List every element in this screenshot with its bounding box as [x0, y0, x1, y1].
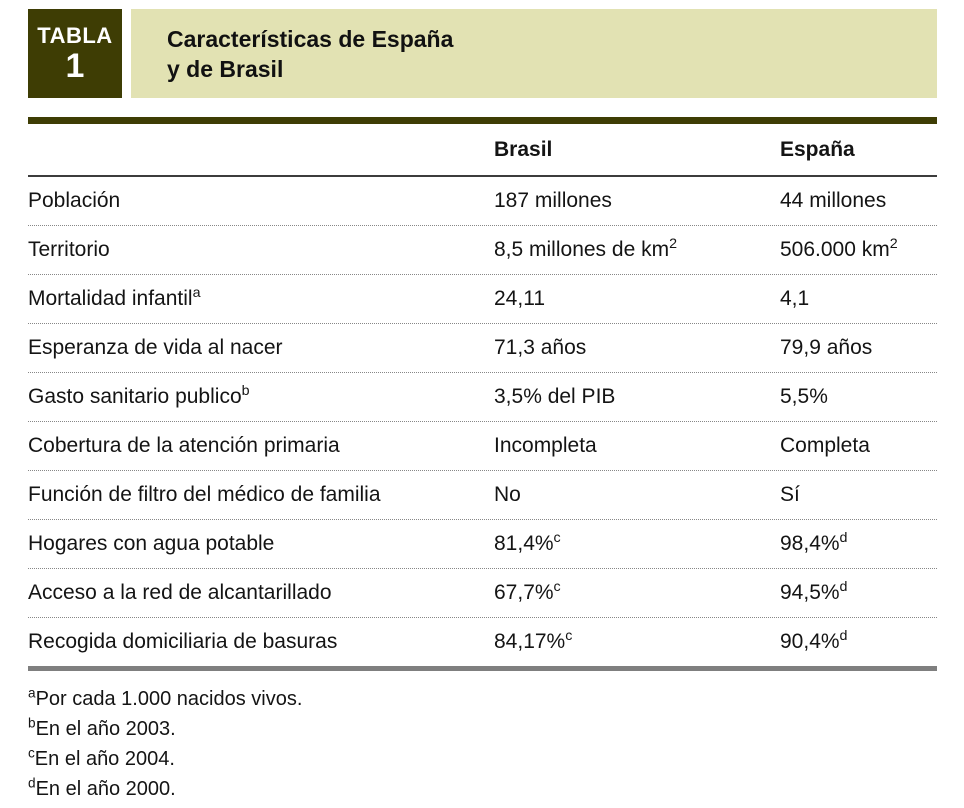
row-label: Cobertura de la atención primaria: [28, 434, 340, 457]
footnotes: aPor cada 1.000 nacidos vivos. bEn el añ…: [28, 684, 937, 804]
table-number: 1: [65, 46, 85, 85]
footnote-text: En el año 2004.: [34, 748, 175, 770]
table-row: Población 187 millones 44 millones: [28, 177, 937, 226]
footnote-marker: c: [28, 745, 35, 761]
table-bottom-rule: [28, 666, 937, 671]
brasil-value: 84,17%c: [494, 628, 573, 653]
brasil-superscript: c: [565, 628, 573, 644]
espana-value: Completa: [780, 434, 870, 457]
brasil-value: 24,11: [494, 287, 545, 310]
brasil-value: No: [494, 483, 521, 506]
brasil-value: Incompleta: [494, 434, 597, 457]
row-label: Hogares con agua potable: [28, 532, 275, 555]
row-label: Recogida domiciliaria de basuras: [28, 630, 338, 653]
footnote-text: En el año 2003.: [35, 718, 176, 740]
table-row: Esperanza de vida al nacer 71,3 años 79,…: [28, 324, 937, 373]
espana-value: 94,5%d: [780, 579, 848, 604]
row-label: Esperanza de vida al nacer: [28, 336, 283, 359]
brasil-value: 67,7%c: [494, 579, 561, 604]
espana-value: 5,5%: [780, 385, 828, 408]
table-row: Recogida domiciliaria de basuras 84,17%c…: [28, 618, 937, 666]
table-row: Territorio 8,5 millones de km2 506.000 k…: [28, 226, 937, 275]
footnote-text: Por cada 1.000 nacidos vivos.: [35, 688, 303, 710]
row-label: Gasto sanitario publicob: [28, 383, 250, 408]
footnote: bEn el año 2003.: [28, 714, 937, 744]
table-row: Cobertura de la atención primaria Incomp…: [28, 422, 937, 471]
column-header-espana: España: [780, 137, 855, 161]
table-row: Acceso a la red de alcantarillado 67,7%c…: [28, 569, 937, 618]
espana-value: 79,9 años: [780, 336, 873, 359]
footnote: aPor cada 1.000 nacidos vivos.: [28, 684, 937, 714]
table-column-headers: Brasil España: [28, 124, 937, 177]
espana-value: Sí: [780, 483, 800, 506]
table-header-band: TABLA 1 Características de España y de B…: [28, 9, 937, 98]
row-label: Territorio: [28, 238, 110, 261]
espana-superscript: d: [839, 628, 848, 644]
row-label: Población: [28, 189, 121, 212]
footnote-text: En el año 2000.: [35, 778, 176, 800]
footnote-marker: a: [28, 685, 36, 701]
row-label: Acceso a la red de alcantarillado: [28, 581, 332, 604]
brasil-value: 187 millones: [494, 189, 612, 212]
espana-superscript: d: [839, 579, 848, 595]
footnote-marker: d: [28, 775, 36, 791]
brasil-value: 71,3 años: [494, 336, 587, 359]
brasil-superscript: c: [553, 530, 561, 546]
table-title-band: Características de España y de Brasil: [131, 9, 937, 98]
row-label-superscript: b: [241, 383, 250, 399]
espana-value: 90,4%d: [780, 628, 848, 653]
espana-superscript: d: [839, 530, 848, 546]
column-header-brasil: Brasil: [494, 137, 553, 161]
table-label: TABLA: [37, 22, 113, 48]
brasil-value: 81,4%c: [494, 530, 561, 555]
table-title-line1: Características de España: [167, 25, 454, 52]
brasil-superscript: 2: [669, 236, 678, 252]
header-divider-rule: [28, 117, 937, 124]
table-row: Mortalidad infantila 24,11 4,1: [28, 275, 937, 324]
brasil-superscript: c: [553, 579, 561, 595]
table-number-box: TABLA 1: [28, 9, 122, 98]
footnote: dEn el año 2000.: [28, 774, 937, 804]
table-title-line2: y de Brasil: [167, 55, 284, 82]
row-label-superscript: a: [192, 285, 201, 301]
brasil-value: 3,5% del PIB: [494, 385, 616, 408]
espana-value: 44 millones: [780, 189, 887, 212]
table-row: Hogares con agua potable 81,4%c 98,4%d: [28, 520, 937, 569]
espana-superscript: 2: [889, 236, 898, 252]
espana-value: 98,4%d: [780, 530, 848, 555]
row-label: Función de filtro del médico de familia: [28, 483, 381, 506]
espana-value: 4,1: [780, 287, 810, 310]
footnote-marker: b: [28, 715, 36, 731]
espana-value: 506.000 km2: [780, 236, 898, 261]
brasil-value: 8,5 millones de km2: [494, 236, 678, 261]
table-row: Función de filtro del médico de familia …: [28, 471, 937, 520]
table-row: Gasto sanitario publicob 3,5% del PIB 5,…: [28, 373, 937, 422]
footnote: cEn el año 2004.: [28, 744, 937, 774]
row-label: Mortalidad infantila: [28, 285, 201, 310]
